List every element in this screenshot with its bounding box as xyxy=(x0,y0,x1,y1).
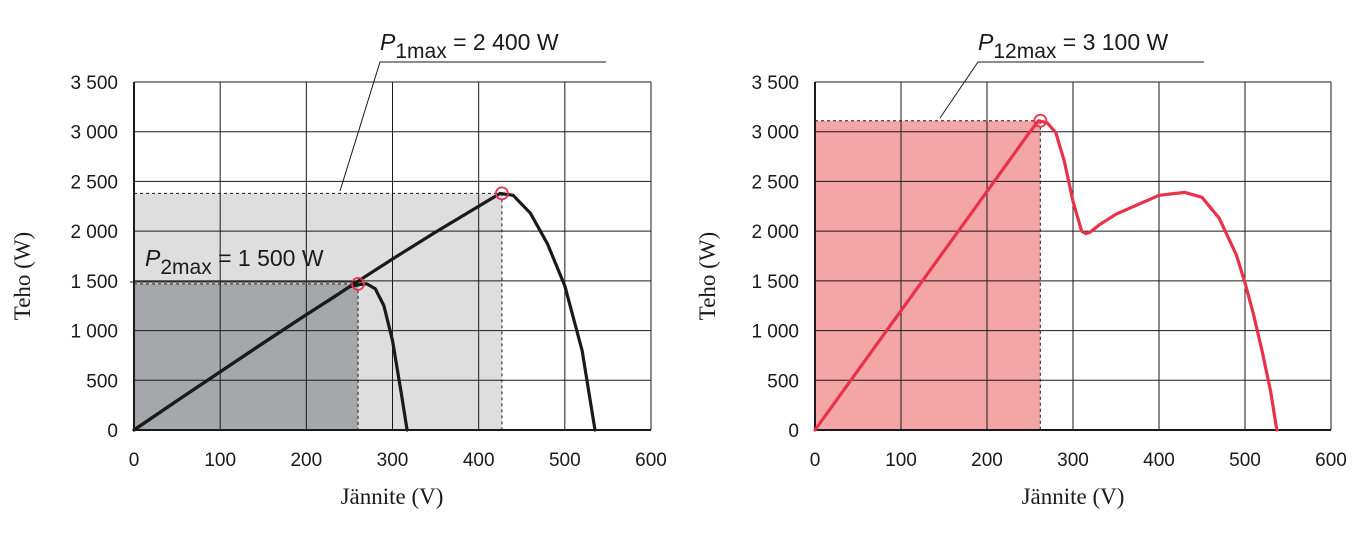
chart-panel-left: 0 100 200 300 400 500 600 0 500 1 000 1 500 2 000 2 … xyxy=(10,29,667,509)
power-curve-1 xyxy=(132,191,597,432)
x-axis-title: Jännite (V) xyxy=(341,484,444,509)
power-curve-0 xyxy=(813,119,1279,432)
max-power-annotation: P1max = 2 400 W xyxy=(380,29,559,63)
y-tick-label: 0 xyxy=(107,421,118,442)
chart-panel-right: 0 100 200 300 400 500 600 0 500 1 000 1 500 2 000 2 … xyxy=(695,29,1347,509)
y-tick-label: 1 000 xyxy=(70,322,118,343)
x-tick-label: 0 xyxy=(810,450,821,471)
x-tick-label: 400 xyxy=(1143,450,1175,471)
x-tick-label: 500 xyxy=(549,450,581,471)
annotation-leader xyxy=(939,61,1204,119)
y-tick-label: 2 000 xyxy=(751,222,799,243)
x-tick-label: 600 xyxy=(1315,450,1347,471)
x-axis-title: Jännite (V) xyxy=(1022,484,1125,509)
x-tick-label: 200 xyxy=(290,450,322,471)
max-point-marker xyxy=(1033,113,1048,128)
annotation-value: = 3 100 W xyxy=(1056,29,1168,55)
y-tick-label: 1 000 xyxy=(751,322,799,343)
annotation-symbol: P xyxy=(978,29,994,55)
y-axis-title: Teho (W) xyxy=(695,232,720,320)
y-tick-label: 2 500 xyxy=(751,172,799,193)
max-point-marker xyxy=(351,276,365,291)
annotation-leader xyxy=(339,61,606,192)
annotation-subscript: 1max xyxy=(395,40,447,63)
y-tick-label: 500 xyxy=(767,371,799,392)
x-tick-label: 0 xyxy=(129,450,140,471)
x-tick-label: 600 xyxy=(635,450,667,471)
annotation-value: = 2 400 W xyxy=(447,29,559,55)
x-tick-label: 300 xyxy=(1057,450,1089,471)
y-tick-label: 3 500 xyxy=(751,73,799,94)
y-tick-label: 3 000 xyxy=(751,123,799,144)
x-tick-label: 100 xyxy=(204,450,236,471)
y-tick-label: 3 500 xyxy=(70,73,118,94)
x-tick-label: 200 xyxy=(971,450,1003,471)
y-tick-label: 1 500 xyxy=(751,272,799,293)
max-power-annotation: P12max = 3 100 W xyxy=(978,29,1169,63)
max-power-annotation: P2max = 1 500 W xyxy=(145,245,324,279)
annotation-value: = 1 500 W xyxy=(212,245,324,271)
y-tick-label: 2 000 xyxy=(70,222,118,243)
y-tick-label: 0 xyxy=(788,421,799,442)
y-axis-title: Teho (W) xyxy=(10,232,35,320)
y-tick-label: 1 500 xyxy=(70,272,118,293)
annotation-symbol: P xyxy=(145,245,161,271)
annotation-subscript: 2max xyxy=(160,256,212,279)
annotation-symbol: P xyxy=(380,29,396,55)
y-tick-label: 500 xyxy=(86,371,118,392)
y-tick-label: 2 500 xyxy=(70,172,118,193)
annotation-subscript: 12max xyxy=(993,40,1057,63)
x-tick-label: 500 xyxy=(1229,450,1261,471)
x-tick-label: 400 xyxy=(463,450,495,471)
max-point-marker xyxy=(495,186,509,201)
x-tick-label: 100 xyxy=(885,450,917,471)
y-tick-label: 3 000 xyxy=(70,123,118,144)
x-tick-label: 300 xyxy=(377,450,409,471)
